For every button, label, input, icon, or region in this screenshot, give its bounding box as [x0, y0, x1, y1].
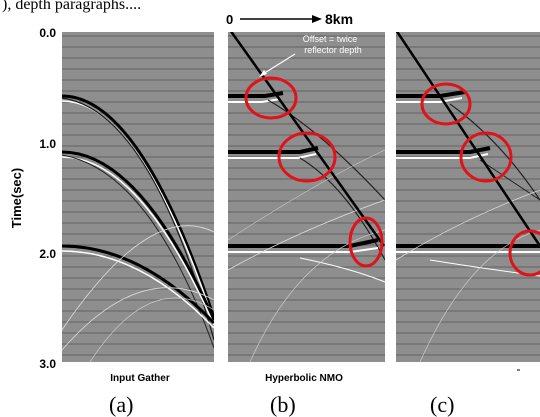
panel-c-event-1-tail [449, 103, 540, 201]
panel-b-annotation: Offset = twice reflector depth [259, 34, 362, 77]
highlight-circle-c3 [508, 229, 540, 277]
panel-a-label: Input Gather [110, 373, 170, 384]
panel-c-background [396, 32, 540, 362]
panel-b-event-1-tail [267, 99, 385, 201]
panel-b-faint-event-2 [249, 229, 385, 362]
highlight-circle-b1 [244, 76, 298, 120]
annotation-pointer-line [262, 53, 296, 75]
annotation-line-1: Offset = twice [303, 34, 358, 44]
panel-a-diffraction-2 [62, 287, 214, 351]
y-axis-label: Time(sec) [9, 168, 24, 228]
panel-c-trace-lines [396, 35, 540, 356]
panel-a-reflection-3-white [62, 250, 214, 329]
y-tick-0: 0.0 [39, 26, 56, 40]
panel-b-background [228, 32, 385, 362]
highlight-circle-b2 [277, 131, 337, 183]
annotation-pointer-head [259, 70, 267, 77]
panel-c-event-2-black [396, 146, 491, 154]
highlight-circle-c2 [459, 131, 513, 183]
panel-c-event-2-white [396, 153, 489, 159]
highlight-circle-b3 [348, 216, 384, 268]
panel-b-event-2-black [228, 146, 319, 154]
panel-b-event-1-white [228, 98, 281, 103]
caption-b: (b) [270, 392, 296, 417]
y-tick-1: 1.0 [39, 137, 56, 151]
panel-a-reflection-2-black [62, 150, 214, 321]
panel-c-faint-event-2 [419, 229, 540, 362]
distance-start-label: 0 [226, 12, 233, 27]
caption-a: (a) [109, 392, 133, 417]
panel-c-event-1-white [396, 97, 463, 103]
highlight-circle-c1 [420, 82, 472, 126]
panel-c-events [396, 32, 540, 362]
distance-end-label: 8km [325, 11, 353, 27]
panel-a-events [62, 94, 214, 362]
panel-b: Offset = twice reflector depth Hyperboli… [228, 32, 385, 384]
y-axis: Time(sec) 0.0 1.0 2.0 3.0 [9, 26, 56, 371]
panel-a-diffraction-3 [89, 297, 214, 362]
panel-a-reflection-1-black [62, 94, 214, 319]
panel-b-events [228, 32, 385, 362]
panel-b-event-2-tail [299, 157, 385, 261]
caption-c: (c) [430, 392, 454, 417]
panel-a: Input Gather [62, 32, 214, 384]
y-tick-3: 3.0 [39, 357, 56, 371]
distance-arrow-head [312, 15, 322, 23]
panel-c [396, 32, 540, 371]
panel-b-faint-event-1 [228, 199, 385, 271]
panel-b-event-3-tail [299, 257, 385, 283]
panel-c-faint-event-1 [396, 189, 540, 261]
panel-a-reflection-2-white [62, 156, 214, 326]
panel-c-offset-line [396, 32, 540, 247]
annotation-line-2: reflector depth [304, 45, 362, 55]
y-tick-2: 2.0 [39, 247, 56, 261]
panel-b-faint-event-3 [228, 149, 385, 241]
header-text: ), depth paragraphs.... [2, 0, 141, 13]
panel-b-offset-line [229, 32, 385, 247]
panel-b-label: Hyperbolic NMO [265, 373, 343, 384]
panel-a-diffraction-1 [62, 225, 214, 331]
panel-b-event-2-white [228, 153, 317, 159]
distance-scale: 0 8km [226, 11, 353, 27]
panel-a-reflection-3-black [62, 244, 214, 325]
